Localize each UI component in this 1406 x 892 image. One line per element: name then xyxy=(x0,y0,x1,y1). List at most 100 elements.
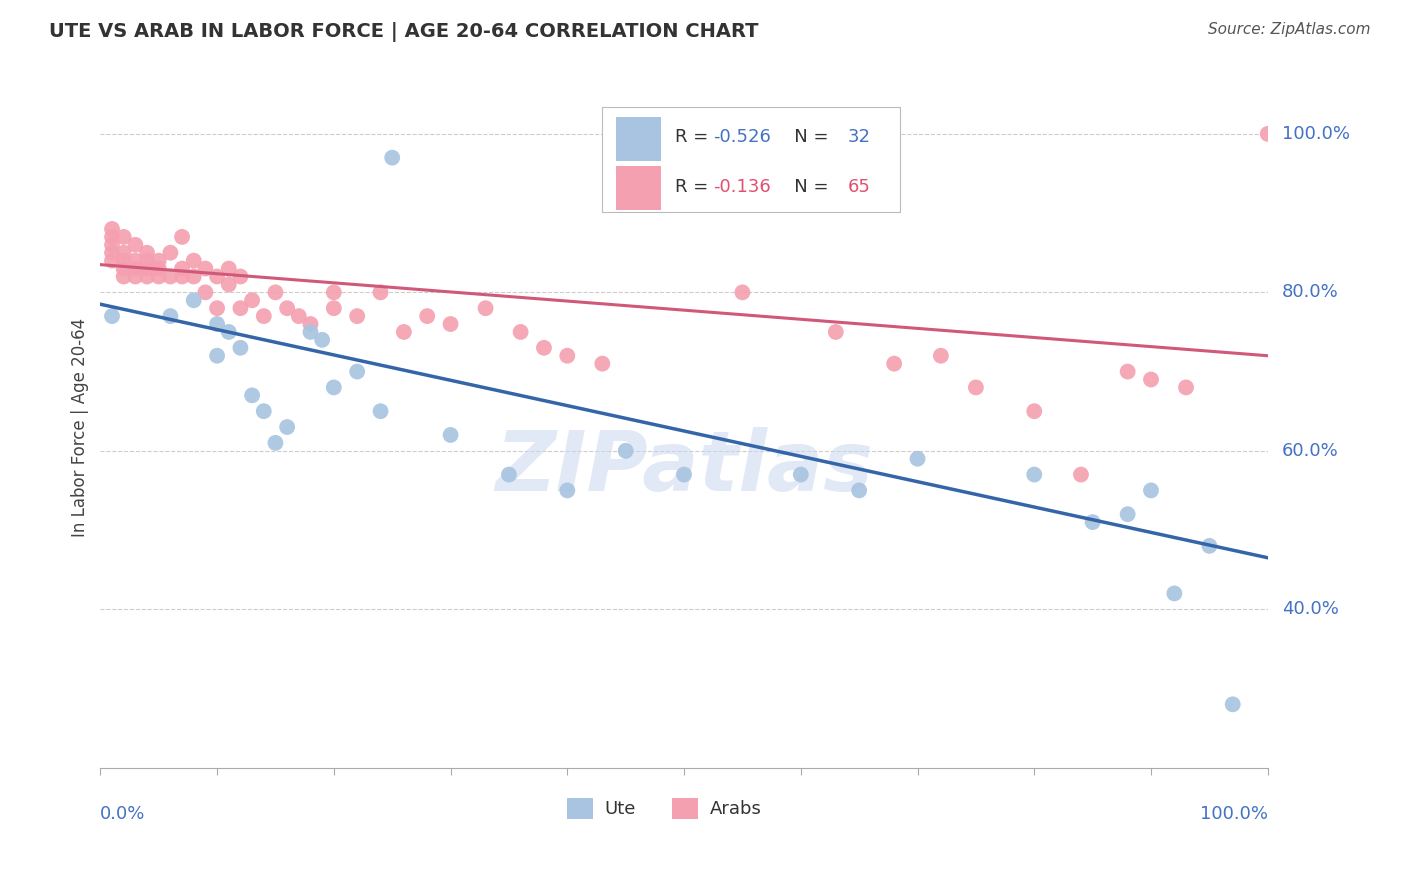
Point xyxy=(673,467,696,482)
Point xyxy=(965,380,987,394)
Point xyxy=(183,253,205,268)
Point xyxy=(1198,539,1220,553)
FancyBboxPatch shape xyxy=(602,107,900,212)
Point xyxy=(276,420,298,434)
Text: -0.526: -0.526 xyxy=(713,128,770,146)
Point xyxy=(1116,365,1139,379)
Text: Ute: Ute xyxy=(605,799,636,818)
Text: Arabs: Arabs xyxy=(710,799,762,818)
Point xyxy=(370,285,392,300)
Point xyxy=(591,357,613,371)
Point xyxy=(112,253,135,268)
Point xyxy=(1070,467,1092,482)
Text: 32: 32 xyxy=(848,128,870,146)
Point xyxy=(1140,372,1163,386)
Point xyxy=(183,269,205,284)
FancyBboxPatch shape xyxy=(672,798,697,819)
Point xyxy=(824,325,846,339)
Point xyxy=(533,341,555,355)
Point xyxy=(148,261,170,276)
Point xyxy=(370,404,392,418)
Point xyxy=(276,301,298,316)
Point xyxy=(218,261,240,276)
Point xyxy=(205,301,228,316)
Point xyxy=(229,269,252,284)
Point xyxy=(148,269,170,284)
Point xyxy=(498,467,520,482)
Point xyxy=(159,269,181,284)
Point xyxy=(439,317,461,331)
Point xyxy=(124,237,146,252)
Point xyxy=(101,230,124,244)
Point xyxy=(322,285,344,300)
Point xyxy=(1140,483,1163,498)
Point xyxy=(1024,467,1046,482)
Point xyxy=(474,301,496,316)
Point xyxy=(381,151,404,165)
Point xyxy=(112,261,135,276)
Point xyxy=(124,253,146,268)
Point xyxy=(112,245,135,260)
Point xyxy=(112,269,135,284)
Point xyxy=(264,285,287,300)
Point xyxy=(929,349,952,363)
Point xyxy=(848,483,870,498)
Point xyxy=(240,293,263,308)
Point xyxy=(159,245,181,260)
Text: ZIPatlas: ZIPatlas xyxy=(495,427,873,508)
Text: 100.0%: 100.0% xyxy=(1199,805,1268,823)
Point xyxy=(148,253,170,268)
Point xyxy=(907,451,929,466)
Point xyxy=(288,309,311,323)
Point xyxy=(264,435,287,450)
Point xyxy=(322,301,344,316)
Point xyxy=(299,317,322,331)
Point xyxy=(205,349,228,363)
Point xyxy=(1163,586,1185,600)
Point xyxy=(136,253,159,268)
Point xyxy=(311,333,333,347)
Text: -0.136: -0.136 xyxy=(713,178,770,195)
Point xyxy=(1175,380,1198,394)
Text: R =: R = xyxy=(675,128,714,146)
Point xyxy=(1081,515,1104,529)
Point xyxy=(205,269,228,284)
Point xyxy=(124,261,146,276)
Point xyxy=(555,349,578,363)
Point xyxy=(170,269,193,284)
Text: 0.0%: 0.0% xyxy=(100,805,146,823)
Point xyxy=(439,428,461,442)
Point xyxy=(416,309,439,323)
Point xyxy=(101,253,124,268)
Point xyxy=(124,269,146,284)
Y-axis label: In Labor Force | Age 20-64: In Labor Force | Age 20-64 xyxy=(72,318,89,537)
Point xyxy=(205,317,228,331)
Point xyxy=(194,285,217,300)
Point xyxy=(240,388,263,402)
Point xyxy=(614,443,637,458)
Point xyxy=(136,269,159,284)
Point xyxy=(170,261,193,276)
Point xyxy=(555,483,578,498)
Point xyxy=(1257,127,1279,141)
Text: 65: 65 xyxy=(848,178,870,195)
Point xyxy=(731,285,754,300)
Point xyxy=(883,357,905,371)
Point xyxy=(183,293,205,308)
Text: Source: ZipAtlas.com: Source: ZipAtlas.com xyxy=(1208,22,1371,37)
Text: N =: N = xyxy=(778,128,835,146)
Text: R =: R = xyxy=(675,178,714,195)
Point xyxy=(392,325,415,339)
Point xyxy=(101,245,124,260)
FancyBboxPatch shape xyxy=(616,117,661,161)
Point xyxy=(218,277,240,292)
Point xyxy=(101,237,124,252)
Point xyxy=(1024,404,1046,418)
Point xyxy=(790,467,813,482)
Point xyxy=(1222,698,1244,712)
Point xyxy=(253,404,276,418)
Point xyxy=(229,341,252,355)
Text: UTE VS ARAB IN LABOR FORCE | AGE 20-64 CORRELATION CHART: UTE VS ARAB IN LABOR FORCE | AGE 20-64 C… xyxy=(49,22,759,42)
Point xyxy=(136,245,159,260)
Text: 100.0%: 100.0% xyxy=(1282,125,1350,143)
